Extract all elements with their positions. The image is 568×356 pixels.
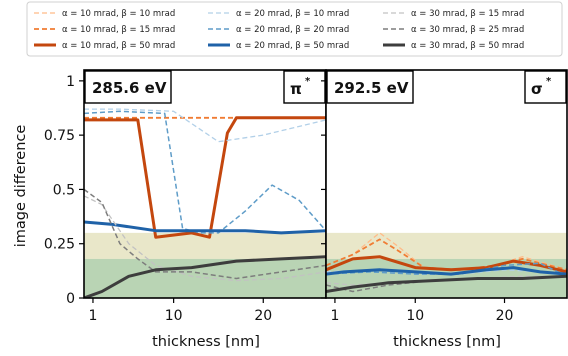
series-line-alpha-20-mrad-beta-20-mrad (84, 110, 326, 234)
legend-item-alpha-30-mrad-beta-25-mrad: α = 30 mrad, β = 25 mrad (383, 25, 524, 35)
legend-item-alpha-10-mrad-beta-15-mrad: α = 10 mrad, β = 15 mrad (34, 25, 175, 35)
series-group (326, 232, 567, 293)
legend: α = 10 mrad, β = 10 mrad α = 10 mrad, β =… (26, 1, 563, 57)
legend-item-alpha-10-mrad-beta-10-mrad: α = 10 mrad, β = 10 mrad (34, 9, 175, 19)
panel-sigma-star: 1 10 20 292.5 eV σ * (321, 69, 568, 324)
x-tick-label: 1 (89, 308, 98, 324)
series-line-alpha-20-mrad-beta-50-mrad (84, 220, 326, 235)
series-line-alpha-30-mrad-beta-15-mrad (84, 195, 326, 282)
legend-item-alpha-10-mrad-beta-50-mrad: α = 10 mrad, β = 50 mrad (34, 41, 175, 51)
legend-label: α = 30 mrad, β = 50 mrad (411, 41, 524, 51)
x-tick-label: 20 (254, 308, 272, 324)
orbital-tag-text: π (290, 80, 302, 98)
threshold-band-0 (326, 232, 567, 259)
x-axis-label-right: thickness [nm] (393, 334, 501, 350)
legend-item-alpha-20-mrad-beta-20-mrad: α = 20 mrad, β = 20 mrad (208, 25, 349, 35)
y-tick-label: 0.5 (53, 182, 75, 198)
legend-item-alpha-20-mrad-beta-10-mrad: α = 20 mrad, β = 10 mrad (208, 9, 349, 19)
series-group (84, 108, 326, 298)
legend-label: α = 10 mrad, β = 15 mrad (62, 25, 175, 35)
orbital-tag-text: σ (531, 80, 543, 98)
x-tick-label: 20 (496, 308, 514, 324)
orbital-tag: σ * (524, 70, 567, 104)
legend-frame (26, 1, 563, 57)
legend-label: α = 10 mrad, β = 10 mrad (62, 9, 175, 19)
energy-label: 285.6 eV (84, 70, 172, 104)
y-tick-label: 0.75 (44, 128, 75, 144)
legend-label: α = 30 mrad, β = 25 mrad (411, 25, 524, 35)
legend-label: α = 20 mrad, β = 20 mrad (236, 25, 349, 35)
y-tick-label: 1 (66, 74, 75, 90)
orbital-tag: π * (283, 70, 326, 104)
series-line-alpha-30-mrad-beta-25-mrad (84, 188, 326, 280)
legend-label: α = 20 mrad, β = 50 mrad (236, 41, 349, 51)
series-line-alpha-10-mrad-beta-50-mrad (84, 116, 326, 239)
legend-label: α = 10 mrad, β = 50 mrad (62, 41, 175, 51)
plot-frame (325, 69, 568, 299)
legend-item-alpha-30-mrad-beta-50-mrad: α = 30 mrad, β = 50 mrad (383, 41, 524, 51)
series-line-alpha-30-mrad-beta-50-mrad (326, 274, 567, 293)
series-line-alpha-20-mrad-beta-50-mrad (326, 266, 567, 276)
energy-label: 292.5 eV (326, 70, 414, 104)
y-tick-label: 0 (66, 291, 75, 307)
legend-item-alpha-20-mrad-beta-50-mrad: α = 20 mrad, β = 50 mrad (208, 41, 349, 51)
y-axis-label: image difference (13, 125, 29, 248)
y-tick-label: 0.25 (44, 237, 75, 253)
orbital-tag-star: * (305, 76, 311, 87)
legend-label: α = 30 mrad, β = 15 mrad (411, 9, 524, 19)
panel-pi-star: 0 0.25 0.5 0.75 1 1 10 20 285.6 eV π * (44, 69, 327, 324)
energy-label-text: 292.5 eV (334, 79, 409, 97)
orbital-tag-star: * (546, 76, 552, 87)
energy-label-text: 285.6 eV (92, 79, 167, 97)
series-line-alpha-30-mrad-beta-50-mrad (84, 255, 326, 298)
x-tick-label: 10 (165, 308, 183, 324)
series-line-alpha-10-mrad-beta-10-mrad (326, 232, 567, 271)
series-line-alpha-10-mrad-beta-50-mrad (326, 255, 567, 274)
series-line-alpha-20-mrad-beta-20-mrad (326, 262, 567, 277)
series-line-alpha-20-mrad-beta-10-mrad (84, 108, 326, 143)
x-axis-label-left: thickness [nm] (152, 334, 260, 350)
x-tick-label: 10 (406, 308, 424, 324)
x-tick-label: 1 (330, 308, 339, 324)
legend-item-alpha-30-mrad-beta-15-mrad: α = 30 mrad, β = 15 mrad (383, 9, 524, 19)
legend-label: α = 20 mrad, β = 10 mrad (236, 9, 349, 19)
